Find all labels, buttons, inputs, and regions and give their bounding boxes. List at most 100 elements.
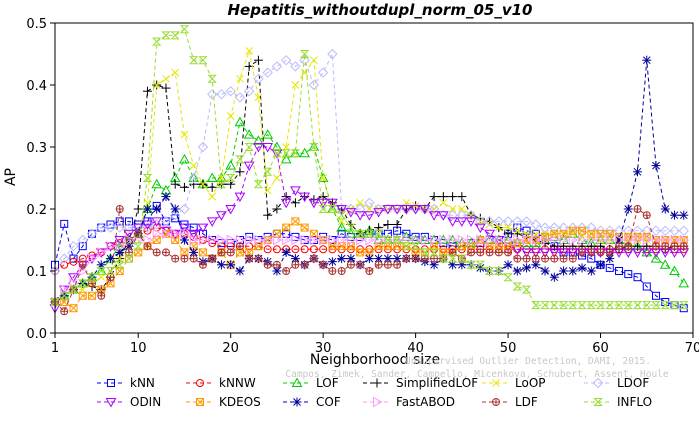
data-point-ldof [567, 222, 579, 233]
data-point-fastabod [383, 234, 394, 246]
y-tick-label: 0.1 [26, 265, 47, 280]
data-point-ldf [679, 242, 688, 251]
data-point-loop [494, 223, 503, 232]
data-point-inflo [447, 254, 458, 263]
data-point-ldf [189, 254, 198, 263]
data-point-cof [512, 266, 522, 276]
data-point-loop [448, 205, 457, 213]
data-point-ldof [549, 222, 560, 233]
data-point-inflo [373, 229, 384, 238]
data-point-knnw [272, 245, 281, 254]
data-point-ldof [86, 228, 98, 240]
y-tick-label: 0.5 [26, 17, 47, 32]
data-point-loop [291, 81, 300, 89]
data-point-loop [236, 74, 244, 83]
data-point-ldf [494, 248, 503, 257]
data-point-simplifiedlof [383, 220, 393, 229]
legend-marker [292, 397, 302, 407]
data-point-fastabod [217, 234, 227, 246]
data-point-inflo [521, 285, 532, 294]
data-point-ldof [456, 209, 468, 221]
legend-label: COF [316, 395, 341, 409]
data-point-inflo [115, 260, 125, 269]
data-point-fastabod [161, 228, 172, 240]
data-point-knn [60, 219, 69, 228]
data-point-lof [179, 153, 190, 164]
data-point-odin [216, 211, 227, 221]
data-point-inflo [290, 149, 301, 158]
x-tick-label: 10 [130, 341, 147, 356]
data-point-lof [317, 172, 329, 182]
data-point-loop [273, 174, 281, 182]
data-point-cof [540, 266, 550, 276]
data-point-odin [290, 186, 301, 196]
data-point-inflo [225, 174, 236, 182]
data-point-ldf [670, 242, 679, 251]
data-point-loop [171, 68, 180, 77]
data-point-knnw [291, 245, 300, 254]
data-point-kdeos [568, 226, 577, 235]
data-point-ldof [308, 79, 320, 91]
data-point-ldf [374, 260, 383, 269]
data-point-odin [354, 211, 366, 221]
data-point-simplifiedlof [253, 55, 263, 65]
data-point-inflo [484, 267, 495, 275]
data-point-ldf [134, 229, 143, 238]
data-point-lof [271, 141, 283, 151]
data-point-ldf [587, 248, 596, 257]
data-point-fastabod [430, 234, 440, 246]
data-point-ldof [197, 141, 209, 153]
data-point-kdeos [578, 226, 587, 235]
data-point-simplifiedlof [392, 220, 402, 229]
data-point-inflo [78, 279, 88, 288]
legend-item-kdeos: KDEOS [186, 395, 261, 409]
data-point-simplifiedlof [503, 229, 513, 239]
data-point-cof [568, 266, 578, 276]
data-point-ldof [225, 85, 236, 97]
legend-marker [592, 377, 604, 389]
data-point-inflo [235, 155, 245, 164]
data-point-ldof [243, 85, 255, 97]
data-point-fastabod [115, 240, 126, 252]
data-point-cof [364, 254, 374, 264]
data-point-ldof [475, 216, 486, 227]
data-point-knn [642, 282, 651, 291]
data-point-odin [345, 208, 357, 218]
data-point-loop [162, 74, 170, 83]
data-point-ldf [171, 254, 180, 263]
data-point-cof [660, 204, 670, 214]
data-point-cof [189, 247, 199, 257]
data-point-fastabod [457, 234, 468, 246]
legend-label: ODIN [130, 395, 161, 409]
legend-marker [372, 378, 382, 388]
data-point-fastabod [439, 234, 449, 246]
legend-marker [593, 398, 603, 406]
data-point-ldof [502, 216, 514, 227]
data-point-simplifiedlof [179, 182, 189, 192]
x-tick-label: 60 [592, 341, 609, 356]
data-point-ldf [180, 254, 189, 263]
data-point-ldf [624, 242, 633, 251]
data-point-odin [373, 208, 384, 218]
data-point-loop [319, 174, 327, 182]
y-tick-label: 0.4 [26, 79, 47, 94]
data-point-inflo [299, 50, 310, 58]
data-point-inflo [410, 242, 421, 251]
data-point-loop [245, 47, 254, 55]
data-point-ldof [280, 54, 292, 66]
data-point-ldof [114, 222, 125, 233]
data-point-ldof [179, 203, 190, 215]
legend-label: LOF [316, 376, 339, 390]
data-point-fastabod [476, 234, 486, 246]
data-point-fastabod [337, 234, 348, 246]
data-point-ldf [226, 248, 235, 257]
data-point-inflo [59, 291, 69, 300]
x-tick-label: 30 [315, 341, 332, 356]
data-point-ldof [169, 209, 181, 221]
data-point-ldf [245, 254, 254, 263]
data-point-inflo [540, 301, 550, 310]
data-point-loop [310, 56, 318, 65]
data-point-odin [280, 198, 292, 209]
data-point-knnw [69, 257, 78, 266]
series-line-inflo [54, 28, 684, 306]
